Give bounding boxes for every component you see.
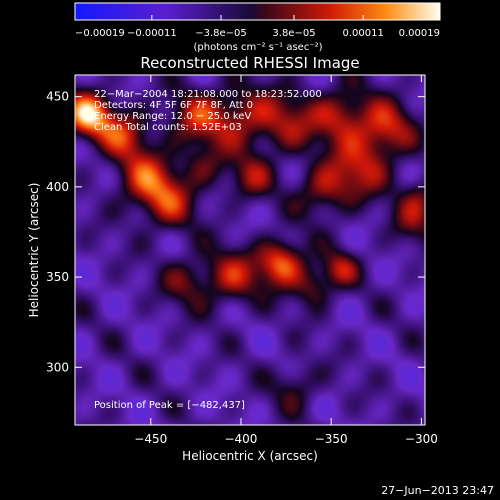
x-tick-label: −350 — [315, 432, 348, 446]
colorbar-tick-label: −3.8e−05 — [195, 28, 247, 39]
annotation-time-range: 22−Mar−2004 18:21:08.000 to 18:23:52.000 — [94, 89, 322, 100]
x-tick-label: −400 — [224, 432, 257, 446]
colorbar-tick-label: 0.00011 — [342, 28, 383, 39]
annotation-block: 22−Mar−2004 18:21:08.000 to 18:23:52.000… — [94, 89, 322, 133]
annotation-energy-range: Energy Range: 12.0 − 25.0 keV — [94, 111, 251, 122]
x-axis-label: Heliocentric X (arcsec) — [182, 449, 318, 463]
peak-position-label: Position of Peak = [−482,437] — [94, 400, 245, 411]
colorbar-unit-label: (photons cm⁻² s⁻¹ asec⁻²) — [193, 42, 322, 53]
y-tick-label: 350 — [46, 270, 69, 284]
annotation-clean-counts: Clean Total counts: 1.52E+03 — [94, 122, 242, 133]
colorbar — [74, 2, 441, 21]
axis-ticks: −450 −400 −350 −300 300 350 400 450 — [46, 75, 438, 446]
heatmap-plot — [75, 75, 425, 425]
chart-title: Reconstructed RHESSI Image — [140, 54, 359, 72]
y-axis-label: Heliocentric Y (arcsec) — [27, 183, 41, 318]
footer-timestamp: 27−Jun−2013 23:47 — [381, 484, 494, 497]
colorbar-ticks: −0.00019 −0.00011 −3.8e−05 3.8e−05 0.00011 0.… — [74, 15, 441, 39]
x-tick-label: −300 — [405, 432, 438, 446]
colorbar-tick-label: 3.8e−05 — [272, 28, 315, 39]
colorbar-tick-label: 0.00019 — [399, 28, 440, 39]
annotation-detectors: Detectors: 4F 5F 6F 7F 8F, Att 0 — [94, 100, 253, 111]
y-tick-label: 300 — [46, 360, 69, 374]
y-tick-label: 400 — [46, 180, 69, 194]
colorbar-tick-label: −0.00019 — [75, 28, 125, 39]
x-tick-label: −450 — [134, 432, 167, 446]
y-tick-label: 450 — [46, 90, 69, 104]
colorbar-tick-label: −0.00011 — [127, 28, 177, 39]
plot-frame — [74, 74, 426, 426]
